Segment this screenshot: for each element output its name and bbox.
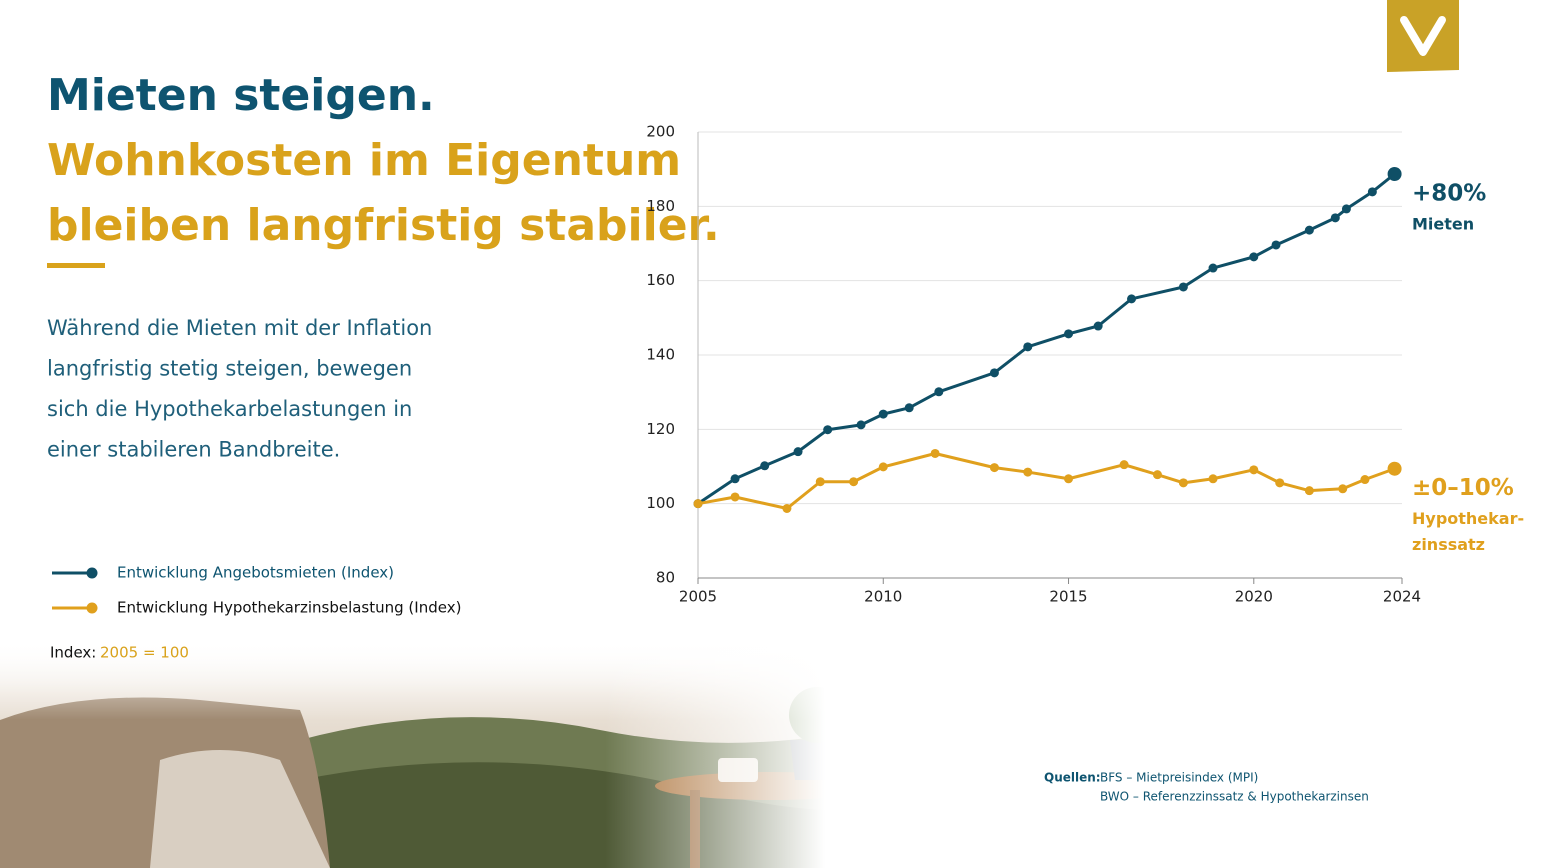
x-tick-label: 2015 bbox=[1049, 588, 1087, 606]
data-point bbox=[1367, 187, 1377, 197]
data-point bbox=[878, 409, 888, 419]
data-point bbox=[1304, 486, 1314, 496]
data-point bbox=[930, 448, 940, 458]
data-point bbox=[730, 474, 740, 484]
data-point bbox=[1249, 252, 1259, 262]
data-point bbox=[1023, 467, 1033, 477]
data-point bbox=[760, 461, 770, 471]
headline: Mieten steigen. bbox=[47, 70, 435, 121]
end-label: zinssatz bbox=[1412, 535, 1485, 554]
end-label: Mieten bbox=[1412, 214, 1474, 233]
data-point bbox=[849, 477, 859, 487]
y-tick-label: 140 bbox=[646, 346, 675, 364]
legend-dot bbox=[86, 567, 98, 579]
y-tick-label: 100 bbox=[646, 494, 675, 512]
data-point bbox=[904, 403, 914, 413]
data-point bbox=[1208, 474, 1218, 484]
background-photo bbox=[0, 640, 1100, 868]
source-line: BFS – Mietpreisindex (MPI) bbox=[1100, 771, 1258, 785]
data-point bbox=[989, 463, 999, 473]
data-point bbox=[1341, 204, 1351, 214]
legend-label: Entwicklung Hypothekarzinsbelastung (Ind… bbox=[117, 599, 461, 617]
change-label: ±0–10% bbox=[1412, 475, 1514, 501]
y-tick-label: 180 bbox=[646, 197, 675, 215]
data-point bbox=[1064, 329, 1074, 339]
x-tick-label: 2024 bbox=[1383, 588, 1421, 606]
data-point bbox=[1330, 213, 1340, 223]
headline: Wohnkosten im Eigentum bbox=[47, 135, 681, 186]
data-point bbox=[1275, 478, 1285, 488]
sources-label: Quellen: bbox=[1044, 771, 1101, 785]
x-tick-label: 2005 bbox=[679, 588, 717, 606]
data-point bbox=[1387, 461, 1402, 476]
description-line: langfristig stetig steigen, bewegen bbox=[47, 357, 412, 381]
x-tick-label: 2010 bbox=[864, 588, 902, 606]
data-point bbox=[1271, 240, 1281, 250]
data-point bbox=[934, 387, 944, 397]
data-point bbox=[878, 462, 888, 472]
series-line bbox=[697, 172, 1396, 505]
data-point bbox=[1178, 478, 1188, 488]
data-point bbox=[1023, 342, 1033, 352]
data-point bbox=[1304, 225, 1314, 235]
data-point bbox=[1119, 460, 1129, 470]
data-point bbox=[793, 447, 803, 457]
description-line: sich die Hypothekarbelastungen in bbox=[47, 397, 412, 421]
headline-rule bbox=[47, 263, 105, 268]
legend-label: Entwicklung Angebotsmieten (Index) bbox=[117, 564, 394, 582]
legend-dot bbox=[86, 602, 98, 614]
y-tick-label: 120 bbox=[646, 420, 675, 438]
y-tick-label: 200 bbox=[646, 123, 675, 141]
y-tick-label: 80 bbox=[656, 569, 675, 587]
data-point bbox=[1178, 282, 1188, 292]
data-point bbox=[1093, 321, 1103, 331]
data-point bbox=[1387, 166, 1402, 181]
source-line: BWO – Referenzzinssatz & Hypothekarzinse… bbox=[1100, 790, 1369, 804]
data-point bbox=[989, 368, 999, 378]
x-tick-label: 2020 bbox=[1235, 588, 1273, 606]
change-label: +80% bbox=[1412, 180, 1486, 206]
logo bbox=[1387, 0, 1459, 72]
data-point bbox=[1064, 474, 1074, 484]
data-point bbox=[730, 492, 740, 502]
data-point bbox=[693, 499, 703, 509]
end-label: Hypothekar- bbox=[1412, 509, 1524, 528]
data-point bbox=[1152, 470, 1162, 480]
data-point bbox=[1127, 294, 1137, 304]
data-point bbox=[1360, 475, 1370, 485]
data-point bbox=[1249, 465, 1259, 475]
index-note-value: 2005 = 100 bbox=[100, 644, 189, 662]
series-line bbox=[697, 451, 1396, 510]
data-point bbox=[1208, 263, 1218, 273]
data-point bbox=[782, 503, 792, 513]
data-point bbox=[856, 420, 866, 430]
data-point bbox=[823, 425, 833, 435]
headline: bleiben langfristig stabiler. bbox=[47, 200, 720, 251]
index-note-label: Index: bbox=[50, 644, 96, 662]
data-point bbox=[815, 477, 825, 487]
y-tick-label: 160 bbox=[646, 271, 675, 289]
description-line: Während die Mieten mit der Inflation bbox=[47, 316, 432, 340]
description-line: einer stabileren Bandbreite. bbox=[47, 438, 340, 462]
data-point bbox=[1338, 484, 1348, 494]
